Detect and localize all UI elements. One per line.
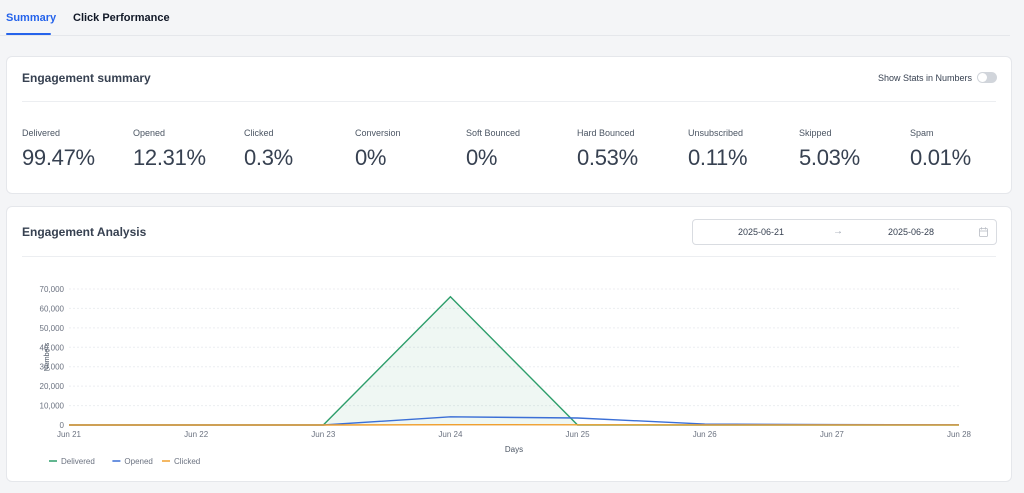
engagement-summary-title: Engagement summary — [22, 71, 151, 85]
y-tick-label: 60,000 — [40, 304, 65, 313]
stat-clicked: Clicked 0.3% — [244, 128, 293, 171]
y-tick-label: 70,000 — [40, 285, 65, 294]
stat-opened: Opened 12.31% — [133, 128, 206, 171]
x-axis-title: Days — [505, 445, 523, 454]
x-tick-label: Jun 21 — [57, 430, 82, 439]
arrow-right-icon: → — [833, 226, 843, 237]
y-axis-title: Numbers — [44, 342, 51, 371]
calendar-icon[interactable] — [979, 227, 988, 237]
tab-summary[interactable]: Summary — [6, 12, 57, 24]
engagement-chart: 0 10,000 20,000 30,000 40,000 50,000 60,000 70,… — [40, 285, 972, 466]
stat-value: 0% — [466, 145, 498, 170]
stat-value: 0% — [355, 145, 387, 170]
stat-hard-bounced: Hard Bounced 0.53% — [577, 128, 638, 171]
y-tick-label: 40,000 — [40, 343, 65, 352]
date-range-picker[interactable]: 2025-06-21 → 2025-06-28 — [692, 219, 997, 245]
stat-value: 0.11% — [688, 145, 748, 170]
series-area-delivered — [69, 296, 959, 425]
stat-value: 5.03% — [799, 145, 860, 170]
stat-value: 12.31% — [133, 145, 206, 170]
stat-label: Spam — [910, 128, 934, 138]
y-tick-label: 30,000 — [40, 363, 65, 372]
active-tab-indicator — [6, 33, 51, 35]
x-tick-label: Jun 27 — [820, 430, 845, 439]
legend-label: Clicked — [174, 457, 200, 466]
stat-label: Conversion — [355, 128, 401, 138]
start-date-input[interactable]: 2025-06-21 — [738, 227, 785, 237]
tab-bar: Summary Click Performance — [0, 0, 1010, 36]
stat-conversion: Conversion 0% — [355, 128, 401, 171]
stat-label: Unsubscribed — [688, 128, 744, 138]
end-date-input[interactable]: 2025-06-28 — [888, 227, 935, 237]
toggle-label: Show Stats in Numbers — [877, 73, 972, 83]
stat-value: 0.01% — [910, 145, 971, 170]
x-tick-label: Jun 26 — [693, 430, 718, 439]
stat-unsubscribed: Unsubscribed 0.11% — [688, 128, 748, 171]
stat-label: Delivered — [22, 128, 61, 138]
stat-spam: Spam 0.01% — [910, 128, 971, 171]
y-tick-label: 50,000 — [40, 324, 65, 333]
tab-click-performance[interactable]: Click Performance — [73, 12, 170, 24]
x-tick-label: Jun 22 — [184, 430, 209, 439]
stat-label: Clicked — [244, 128, 274, 138]
stat-value: 0.53% — [577, 145, 638, 170]
stat-soft-bounced: Soft Bounced 0% — [466, 128, 520, 171]
engagement-summary-card: Engagement summary Show Stats in Numbers… — [6, 56, 1012, 194]
y-tick-label: 0 — [60, 421, 65, 430]
stat-value: 0.3% — [244, 145, 293, 170]
stat-delivered: Delivered 99.47% — [22, 128, 95, 171]
engagement-analysis-card: Engagement Analysis 2025-06-21 → 2025-06… — [6, 206, 1012, 482]
stat-label: Hard Bounced — [577, 128, 635, 138]
toggle-knob — [978, 73, 987, 82]
legend-label: Opened — [124, 457, 152, 466]
stat-skipped: Skipped 5.03% — [799, 128, 860, 171]
divider — [22, 101, 996, 102]
engagement-analysis-title: Engagement Analysis — [22, 225, 147, 239]
x-tick-label: Jun 23 — [311, 430, 336, 439]
divider — [22, 256, 996, 257]
y-tick-label: 20,000 — [40, 382, 65, 391]
x-tick-label: Jun 25 — [566, 430, 591, 439]
x-tick-label: Jun 28 — [947, 430, 972, 439]
y-tick-label: 10,000 — [40, 402, 65, 411]
stat-label: Skipped — [799, 128, 832, 138]
legend-label: Delivered — [61, 457, 95, 466]
stat-value: 99.47% — [22, 145, 95, 170]
stat-label: Opened — [133, 128, 166, 138]
stat-label: Soft Bounced — [466, 128, 521, 138]
x-tick-label: Jun 24 — [438, 430, 463, 439]
show-stats-numbers-toggle[interactable] — [977, 72, 997, 83]
